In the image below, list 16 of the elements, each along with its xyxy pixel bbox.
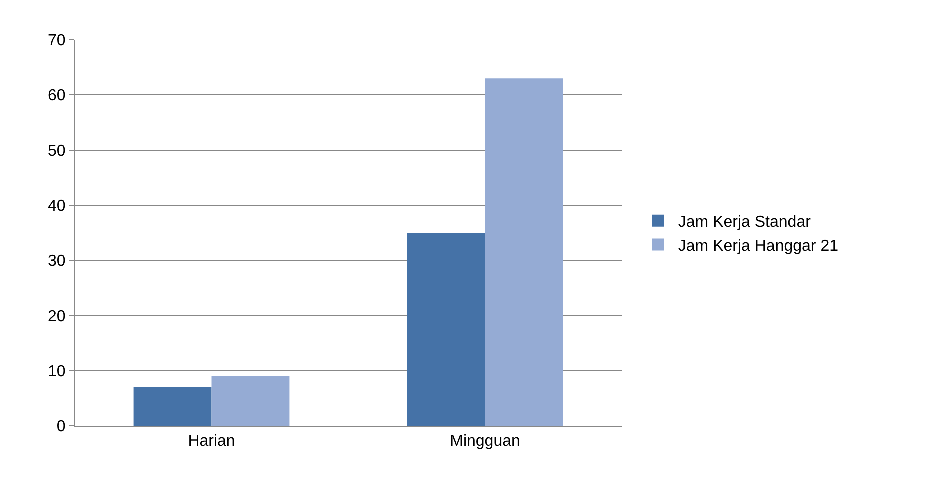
y-tick-label: 0: [56, 418, 66, 436]
y-tick-label: 50: [48, 142, 66, 160]
y-tick-label: 10: [48, 363, 66, 380]
x-tick-label: Harian: [188, 433, 236, 450]
bar: [407, 233, 486, 426]
y-tick-label: 20: [48, 308, 66, 326]
y-tick-label: 40: [48, 198, 66, 216]
x-tick-label: Mingguan: [450, 433, 520, 450]
legend-label: Jam Kerja Standar: [678, 214, 812, 232]
y-tick-label: 60: [48, 88, 66, 105]
y-tick-label: 70: [48, 32, 66, 50]
legend-label: Jam Kerja Hanggar 21: [678, 238, 839, 255]
bar: [212, 376, 290, 426]
y-tick-label: 30: [48, 253, 66, 270]
bar: [485, 78, 564, 426]
bar: [134, 387, 212, 426]
